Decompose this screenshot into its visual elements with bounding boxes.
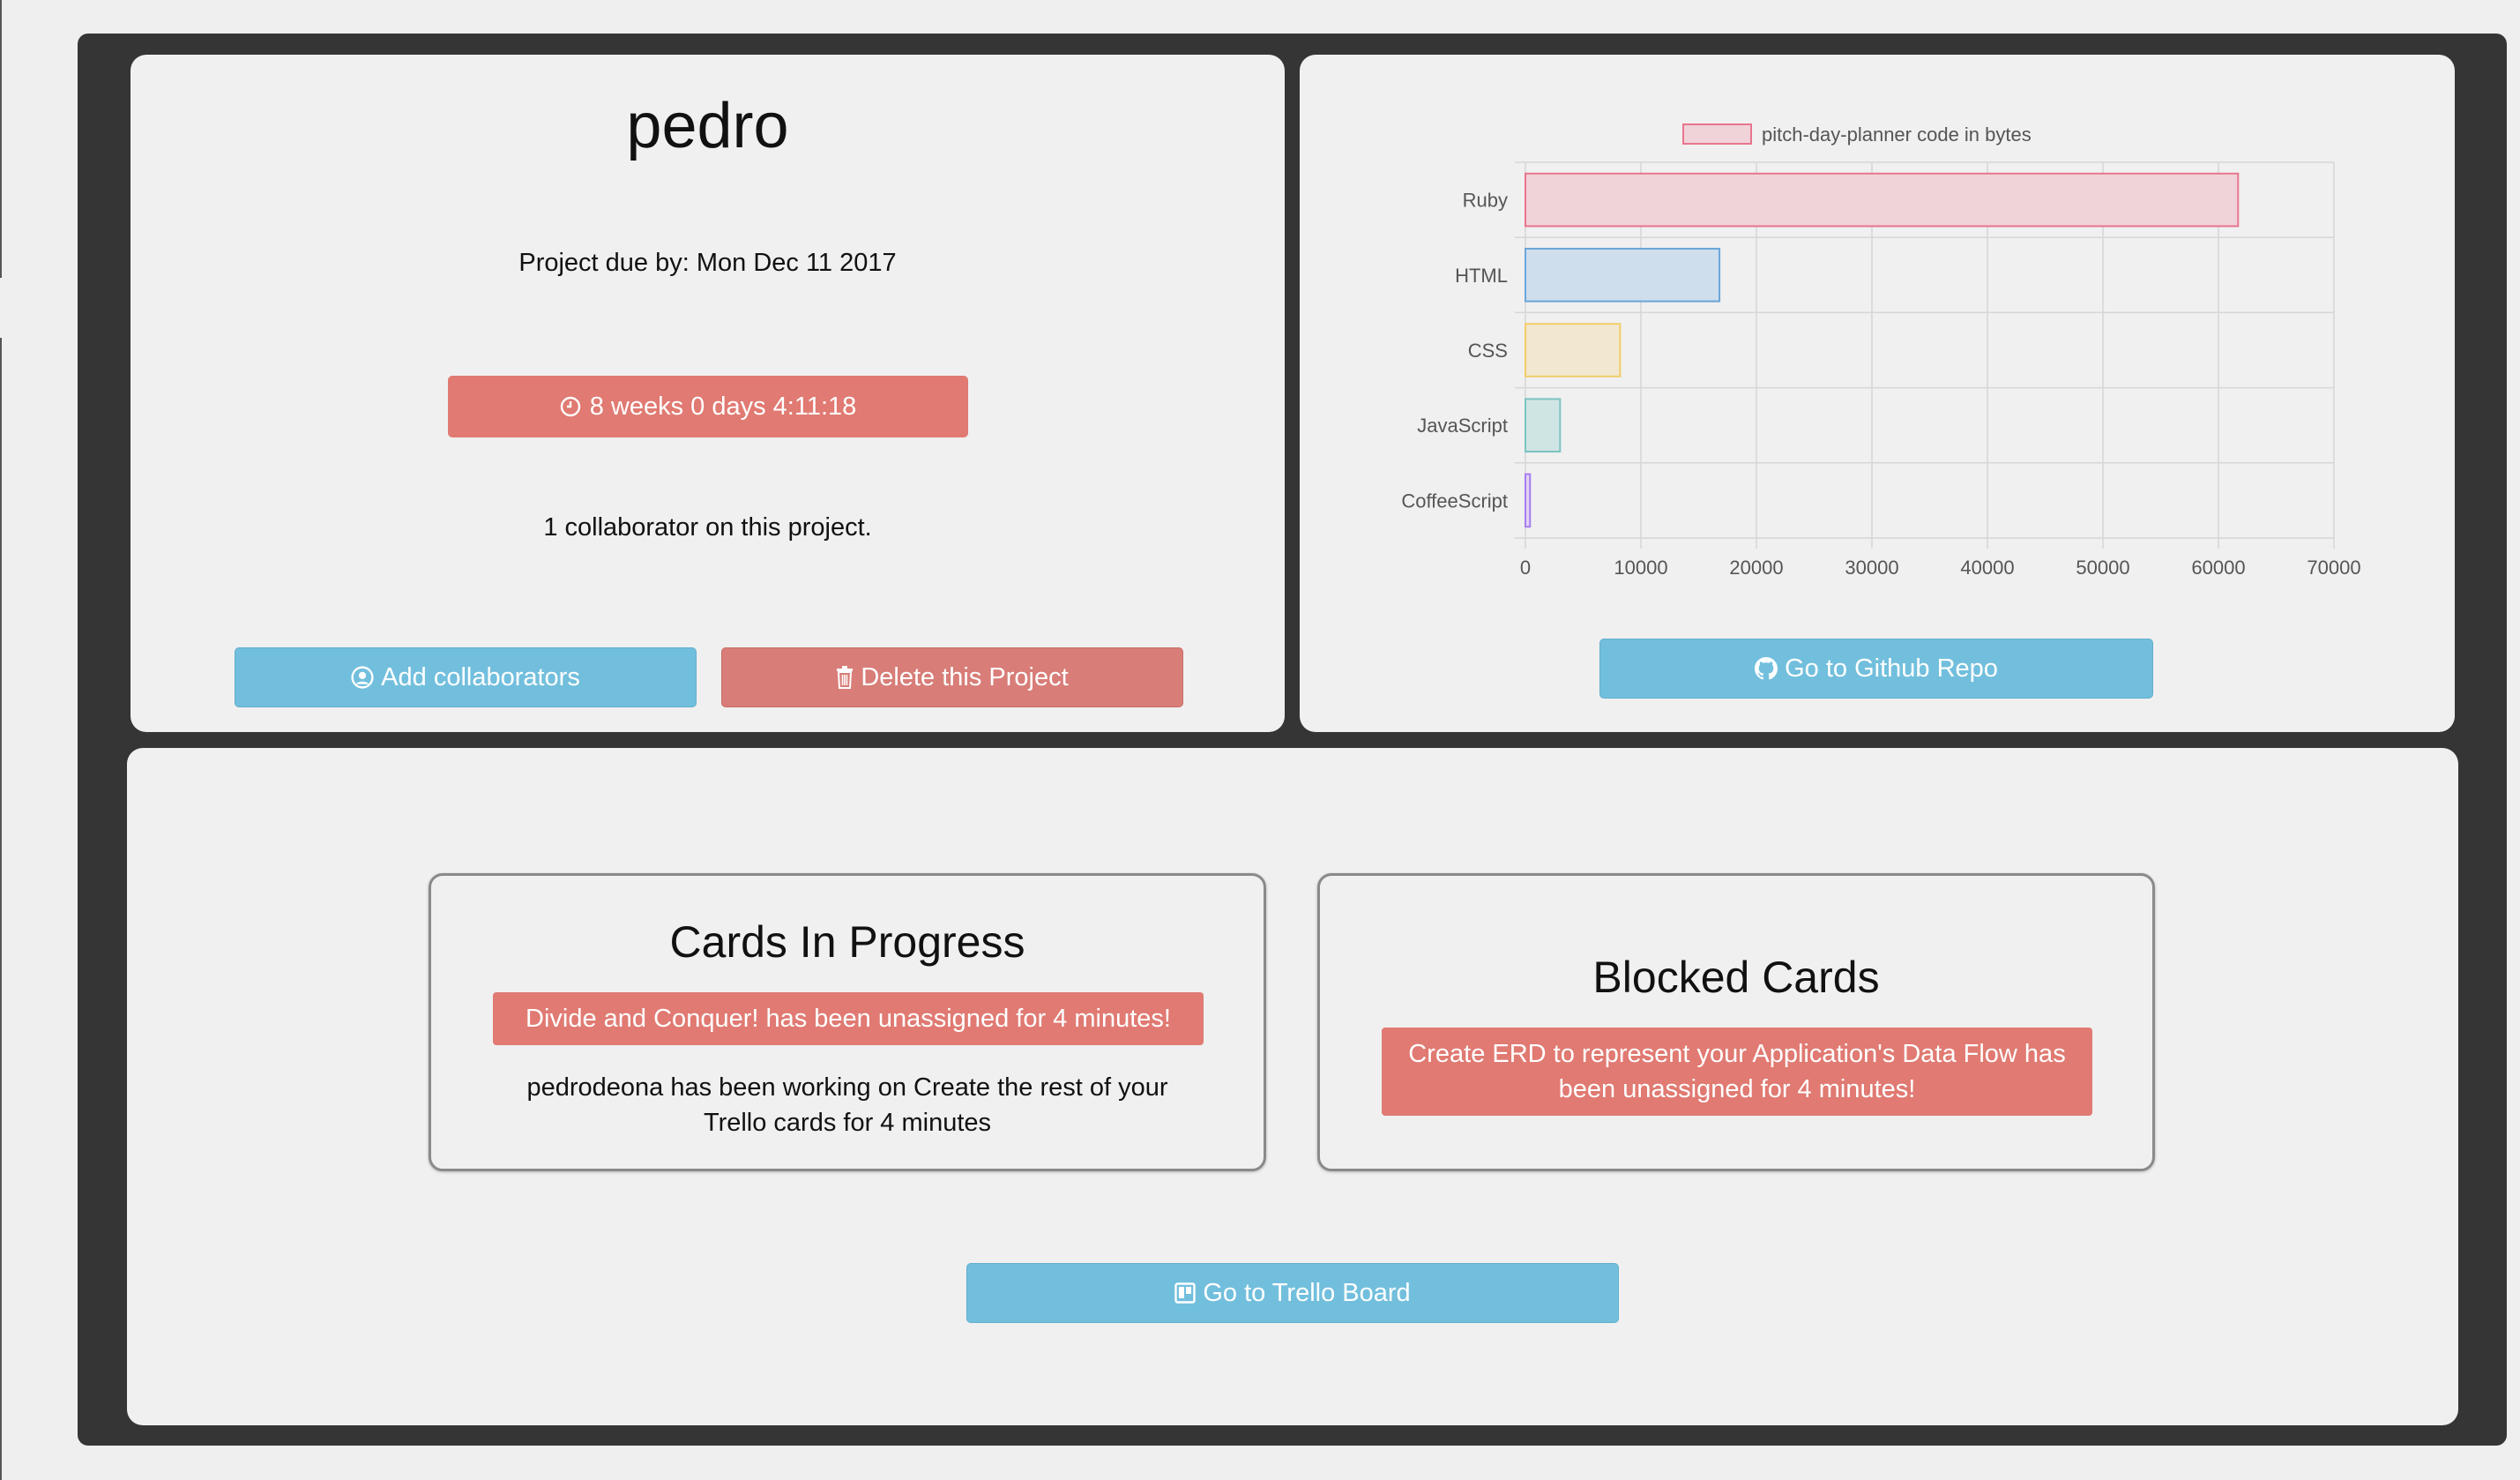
github-repo-button[interactable]: Go to Github Repo — [1599, 639, 2153, 699]
y-category-label: JavaScript — [1417, 415, 1508, 437]
add-collaborators-button[interactable]: Add collaborators — [235, 647, 697, 707]
project-title: pedro — [626, 91, 789, 161]
chart-panel: 0 10000 20000 30000 40000 50000 60000 70000 Ruby… — [1300, 55, 2455, 732]
project-panel: pedro Project due by: Mon Dec 11 2017 8 … — [130, 55, 1285, 732]
user-circle-icon — [351, 666, 374, 689]
left-edge-notch — [0, 278, 5, 338]
language-bytes-chart: 0 10000 20000 30000 40000 50000 60000 70000 Ruby… — [1401, 123, 2361, 579]
cards-in-progress-box: Cards In Progress Divide and Conquer! ha… — [429, 873, 1266, 1171]
y-category-label: Ruby — [1463, 190, 1508, 212]
blocked-card-alert: Create ERD to represent your Application… — [1382, 1028, 2092, 1116]
bar — [1525, 398, 1562, 453]
countdown-text: 8 weeks 0 days 4:11:18 — [589, 392, 857, 421]
x-tick-label: 50000 — [2076, 557, 2129, 579]
github-repo-label: Go to Github Repo — [1785, 654, 1998, 683]
countdown-badge: 8 weeks 0 days 4:11:18 — [448, 376, 968, 437]
x-tick-label: 30000 — [1845, 557, 1898, 579]
clock-icon — [560, 396, 581, 417]
trash-icon — [836, 666, 854, 689]
x-tick-label: 70000 — [2307, 557, 2360, 579]
trello-icon — [1174, 1282, 1197, 1304]
x-tick-label: 0 — [1520, 557, 1531, 579]
bar — [1525, 323, 1622, 377]
trello-board-button[interactable]: Go to Trello Board — [966, 1263, 1619, 1323]
legend-label: pitch-day-planner code in bytes — [1762, 123, 2032, 146]
legend-swatch — [1682, 123, 1752, 145]
add-collaborators-label: Add collaborators — [381, 662, 580, 691]
unassigned-card-alert: Divide and Conquer! has been unassigned … — [493, 992, 1204, 1045]
left-edge-rule — [0, 0, 2, 1480]
x-tick-label: 10000 — [1614, 557, 1667, 579]
delete-project-label: Delete this Project — [861, 662, 1069, 691]
x-tick-label: 40000 — [1960, 557, 2014, 579]
y-category-label: CSS — [1468, 340, 1508, 362]
bar — [1525, 247, 1721, 303]
y-category-label: HTML — [1455, 265, 1508, 287]
cards-panel: Cards In Progress Divide and Conquer! ha… — [127, 748, 2458, 1425]
delete-project-button[interactable]: Delete this Project — [721, 647, 1183, 707]
trello-board-label: Go to Trello Board — [1203, 1278, 1411, 1307]
blocked-cards-title: Blocked Cards — [1592, 953, 1880, 1002]
project-due-date: Project due by: Mon Dec 11 2017 — [518, 249, 897, 277]
x-tick-label: 60000 — [2191, 557, 2245, 579]
collaborator-count: 1 collaborator on this project. — [543, 513, 872, 542]
x-tick-label: 20000 — [1729, 557, 1783, 579]
cards-in-progress-title: Cards In Progress — [669, 917, 1025, 967]
bar — [1525, 473, 1532, 528]
github-icon — [1755, 657, 1778, 680]
blocked-cards-box: Blocked Cards Create ERD to represent yo… — [1317, 873, 2155, 1171]
y-category-label: CoffeeScript — [1401, 490, 1508, 512]
bar — [1525, 172, 2240, 228]
working-on-text: pedrodeona has been working on Create th… — [526, 1073, 1168, 1137]
